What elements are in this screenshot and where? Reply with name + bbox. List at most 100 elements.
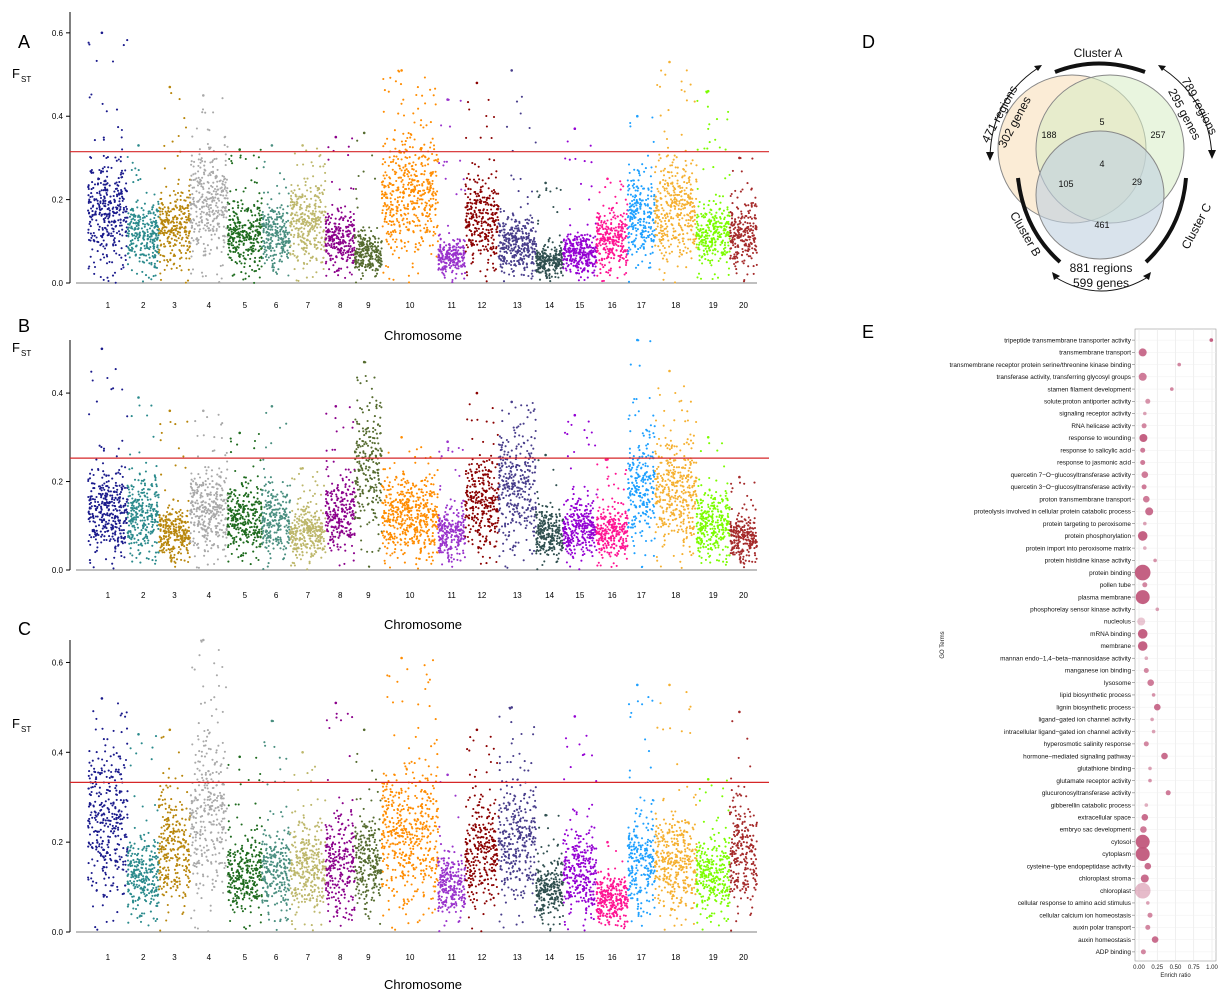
snp-point [334, 222, 337, 225]
snp-point [394, 147, 397, 150]
snp-point [412, 112, 415, 115]
snp-point [153, 231, 156, 235]
snp-point [522, 261, 525, 264]
snp-point [254, 219, 257, 223]
snp-point [570, 254, 573, 257]
snp-point [408, 177, 411, 181]
snp-point [221, 182, 224, 185]
snp-point [526, 266, 529, 269]
snp-point [441, 256, 444, 259]
snp-point [284, 226, 287, 229]
snp-point [548, 269, 551, 272]
snp-point [470, 234, 474, 237]
snp-point [516, 252, 519, 255]
snp-point [556, 211, 559, 214]
snp-point [378, 261, 381, 265]
snp-point [201, 195, 204, 198]
snp-point [216, 222, 219, 225]
snp-point [462, 178, 465, 181]
snp-point [429, 121, 432, 124]
snp-point [499, 263, 502, 266]
snp-point [331, 234, 334, 237]
snp-point [403, 143, 407, 146]
snp-point [479, 136, 482, 139]
snp-point [273, 253, 276, 256]
snp-point [187, 216, 190, 219]
snp-point [316, 189, 319, 192]
snp-point [443, 274, 446, 277]
snp-point [484, 245, 487, 248]
snp-point [402, 196, 405, 199]
chromosome-5-points [226, 148, 263, 284]
snp-point [257, 156, 260, 159]
snp-point [449, 261, 452, 264]
snp-point [361, 248, 364, 251]
snp-point [475, 195, 478, 198]
snp-point [507, 248, 510, 251]
snp-point [406, 205, 409, 208]
snp-point [322, 165, 325, 168]
snp-point [287, 219, 290, 222]
snp-point [465, 215, 468, 218]
snp-point [228, 202, 231, 205]
snp-point [612, 227, 615, 230]
snp-point [275, 271, 278, 274]
snp-point [240, 271, 243, 274]
snp-point [179, 198, 182, 201]
snp-point [583, 160, 586, 163]
snp-point [91, 205, 94, 208]
snp-point [163, 259, 166, 262]
snp-point [428, 199, 431, 202]
snp-point [462, 257, 465, 260]
snp-point [349, 210, 352, 213]
snp-point [479, 270, 482, 273]
snp-point [339, 206, 343, 209]
snp-point [620, 254, 623, 257]
x-tick-label: 13 [513, 301, 522, 310]
snp-point [465, 271, 468, 274]
snp-point [161, 203, 164, 206]
snp-point [517, 190, 520, 193]
snp-point [121, 199, 124, 202]
snp-point [494, 268, 497, 271]
snp-point [381, 183, 384, 186]
snp-point [260, 236, 263, 239]
snp-point [305, 244, 308, 247]
snp-point [407, 228, 410, 231]
snp-point [299, 213, 302, 216]
snp-point [280, 241, 283, 244]
snp-point [607, 227, 610, 230]
snp-point [385, 174, 388, 177]
snp-point [480, 220, 483, 223]
snp-point [569, 259, 572, 262]
snp-point [346, 258, 349, 261]
snp-point [370, 253, 373, 256]
snp-point [548, 261, 551, 264]
snp-point [354, 250, 357, 254]
snp-point [134, 235, 138, 238]
snp-point [248, 226, 251, 229]
snp-point [297, 197, 300, 200]
snp-point [227, 246, 231, 249]
snp-point [616, 233, 620, 236]
snp-point [472, 223, 475, 226]
snp-point [597, 224, 600, 227]
snp-point [451, 246, 454, 249]
snp-point [97, 178, 100, 181]
snp-point [357, 174, 360, 178]
snp-point [549, 190, 552, 193]
snp-point [247, 253, 250, 257]
snp-point [115, 252, 118, 255]
snp-point [111, 60, 115, 63]
snp-point [395, 212, 398, 215]
snp-point [361, 265, 364, 268]
snp-point [367, 245, 370, 248]
snp-point [432, 94, 435, 97]
snp-point [497, 244, 500, 247]
snp-point [105, 253, 108, 257]
snp-point [90, 168, 93, 172]
snp-point [432, 187, 435, 190]
snp-point [320, 243, 323, 247]
snp-point [512, 214, 515, 217]
snp-point [632, 183, 636, 186]
